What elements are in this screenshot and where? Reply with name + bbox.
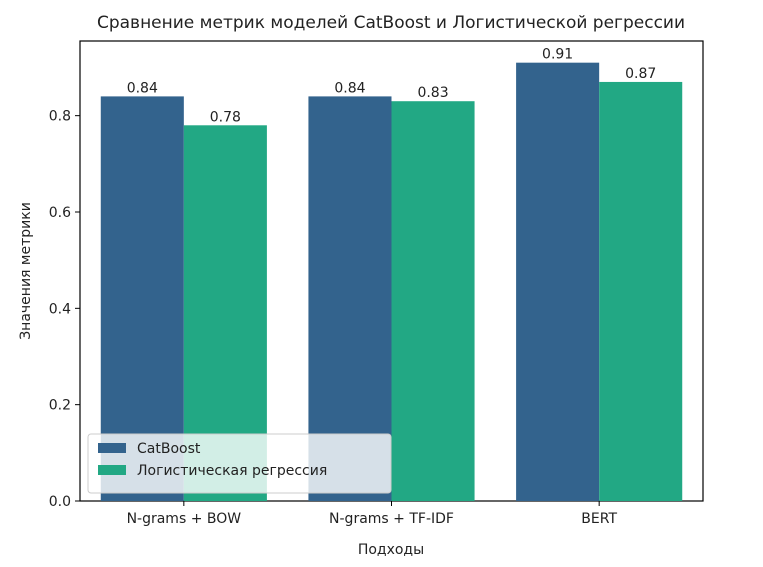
y-axis-title: Значения метрики xyxy=(18,202,34,340)
legend-swatch xyxy=(98,465,126,475)
bar xyxy=(391,101,475,502)
chart-title: Сравнение метрик моделей CatBoost и Логи… xyxy=(97,13,685,33)
legend-box xyxy=(87,433,392,494)
x-axis-title: Подходы xyxy=(358,542,424,558)
y-tick-label: 0.4 xyxy=(49,301,71,317)
data-labels-group: 0.84 0.84 0.91 0.78 0.83 0.87 xyxy=(127,47,657,126)
x-tick-label: N-grams + BOW xyxy=(127,511,242,527)
bar xyxy=(516,62,600,502)
bar xyxy=(599,81,683,501)
legend-label: CatBoost xyxy=(137,441,201,457)
x-axis: N-grams + BOW N-grams + TF-IDF BERT xyxy=(127,501,617,527)
y-tick-label: 0.0 xyxy=(49,494,71,510)
data-label: 0.84 xyxy=(334,80,365,96)
data-label: 0.78 xyxy=(210,109,241,125)
y-tick-label: 0.6 xyxy=(49,205,71,221)
data-label: 0.84 xyxy=(127,80,158,96)
legend-label: Логистическая регрессия xyxy=(137,463,327,479)
y-tick-label: 0.8 xyxy=(49,109,71,125)
y-tick-label: 0.2 xyxy=(49,398,71,414)
x-tick-label: N-grams + TF-IDF xyxy=(329,511,454,527)
x-tick-label: BERT xyxy=(581,511,617,527)
data-label: 0.83 xyxy=(417,85,448,101)
y-axis: 0.0 0.2 0.4 0.6 0.8 xyxy=(49,109,80,510)
legend-swatch xyxy=(98,443,126,453)
legend: CatBoost Логистическая регрессия xyxy=(87,433,392,494)
data-label: 0.87 xyxy=(625,66,656,82)
data-label: 0.91 xyxy=(542,47,573,63)
